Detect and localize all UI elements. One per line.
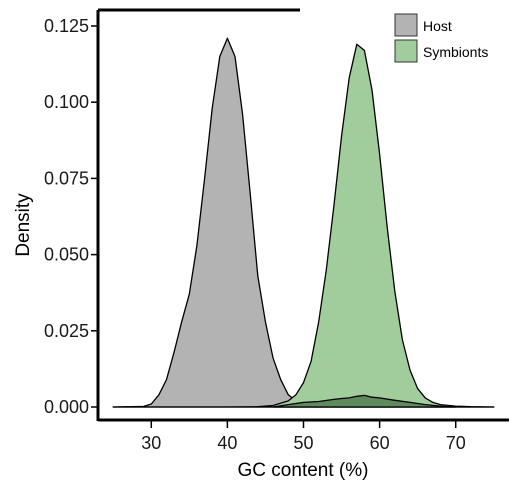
x-tick-label: 50 [293, 433, 313, 453]
legend-label-host: Host [423, 18, 452, 34]
y-tick-label: 0.100 [44, 92, 89, 112]
y-axis-title: Density [13, 193, 34, 257]
legend-swatch-symbionts [394, 39, 418, 63]
y-tick-label: 0.025 [44, 321, 89, 341]
y-tick-label: 0.050 [44, 245, 89, 265]
x-ticks: 30 40 50 60 70 [141, 421, 466, 453]
x-tick-label: 30 [141, 433, 161, 453]
legend: Host Symbionts [394, 13, 488, 63]
y-tick-label: 0.000 [44, 397, 89, 417]
density-areas [112, 37, 495, 408]
legend-swatch-host [394, 13, 418, 37]
symbionts-density-area [112, 43, 495, 408]
x-tick-label: 60 [370, 433, 390, 453]
y-tick-label: 0.075 [44, 168, 89, 188]
y-tick-label: 0.125 [44, 16, 89, 36]
legend-label-symbionts: Symbionts [423, 44, 488, 60]
x-tick-label: 40 [217, 433, 237, 453]
y-ticks: 0.000 0.025 0.050 0.075 0.100 0.125 [44, 16, 98, 417]
x-tick-label: 70 [446, 433, 466, 453]
overlap-density-area [272, 394, 457, 408]
host-density-area [112, 37, 495, 408]
x-axis-title: GC content (%) [238, 460, 369, 481]
